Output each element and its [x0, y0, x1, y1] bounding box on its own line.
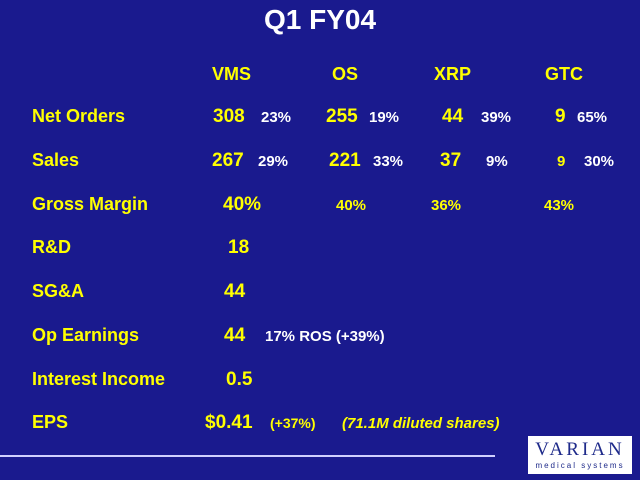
net-orders-os-pct: 19% — [369, 109, 400, 126]
row-label-eps: EPS — [32, 412, 69, 432]
sales-vms-pct: 29% — [258, 153, 289, 170]
logo-wordmark: VARIAN — [535, 439, 625, 460]
column-header-vms: VMS — [212, 64, 252, 84]
net-orders-os-value: 255 — [326, 106, 358, 127]
row-label-rd: R&D — [32, 237, 71, 257]
sales-gtc-pct: 30% — [584, 153, 615, 170]
sales-vms-value: 267 — [212, 150, 244, 171]
sales-xrp-value: 37 — [440, 150, 462, 171]
row-label-op-earnings: Op Earnings — [32, 325, 140, 345]
net-orders-vms-value: 308 — [213, 106, 245, 127]
row-label-sales: Sales — [32, 150, 80, 170]
sales-os-value: 221 — [329, 150, 361, 171]
row-label-sga: SG&A — [32, 281, 85, 301]
gross-margin-os: 40% — [336, 197, 367, 214]
net-orders-gtc-pct: 65% — [577, 109, 608, 126]
gross-margin-gtc: 43% — [544, 197, 575, 214]
column-header-gtc: GTC — [545, 64, 583, 84]
footer-divider — [0, 455, 495, 457]
row-label-net-orders: Net Orders — [32, 106, 126, 126]
row-label-interest-income: Interest Income — [32, 369, 166, 389]
gross-margin-xrp: 36% — [431, 197, 462, 214]
sga-value: 44 — [224, 281, 246, 302]
row-label-gross-margin: Gross Margin — [32, 194, 149, 214]
interest-income-value: 0.5 — [226, 369, 253, 390]
op-earnings-note: 17% ROS (+39%) — [265, 328, 385, 345]
column-header-xrp: XRP — [434, 64, 472, 84]
sales-os-pct: 33% — [373, 153, 404, 170]
net-orders-gtc-value: 9 — [555, 106, 566, 127]
column-header-os: OS — [332, 64, 359, 84]
gross-margin-vms: 40% — [223, 194, 262, 215]
sales-gtc-value: 9 — [557, 153, 566, 170]
eps-value: $0.41 — [205, 412, 253, 433]
logo-tagline: medical systems — [535, 461, 625, 470]
net-orders-xrp-value: 44 — [442, 106, 464, 127]
varian-logo: VARIAN medical systems — [528, 436, 632, 474]
net-orders-vms-pct: 23% — [261, 109, 292, 126]
rd-value: 18 — [228, 237, 250, 258]
slide-title: Q1 FY04 — [263, 4, 377, 35]
eps-diluted-shares: (71.1M diluted shares) — [342, 415, 500, 432]
net-orders-xrp-pct: 39% — [481, 109, 512, 126]
op-earnings-value: 44 — [224, 325, 246, 346]
sales-xrp-pct: 9% — [486, 153, 508, 170]
eps-change: (+37%) — [270, 415, 316, 431]
